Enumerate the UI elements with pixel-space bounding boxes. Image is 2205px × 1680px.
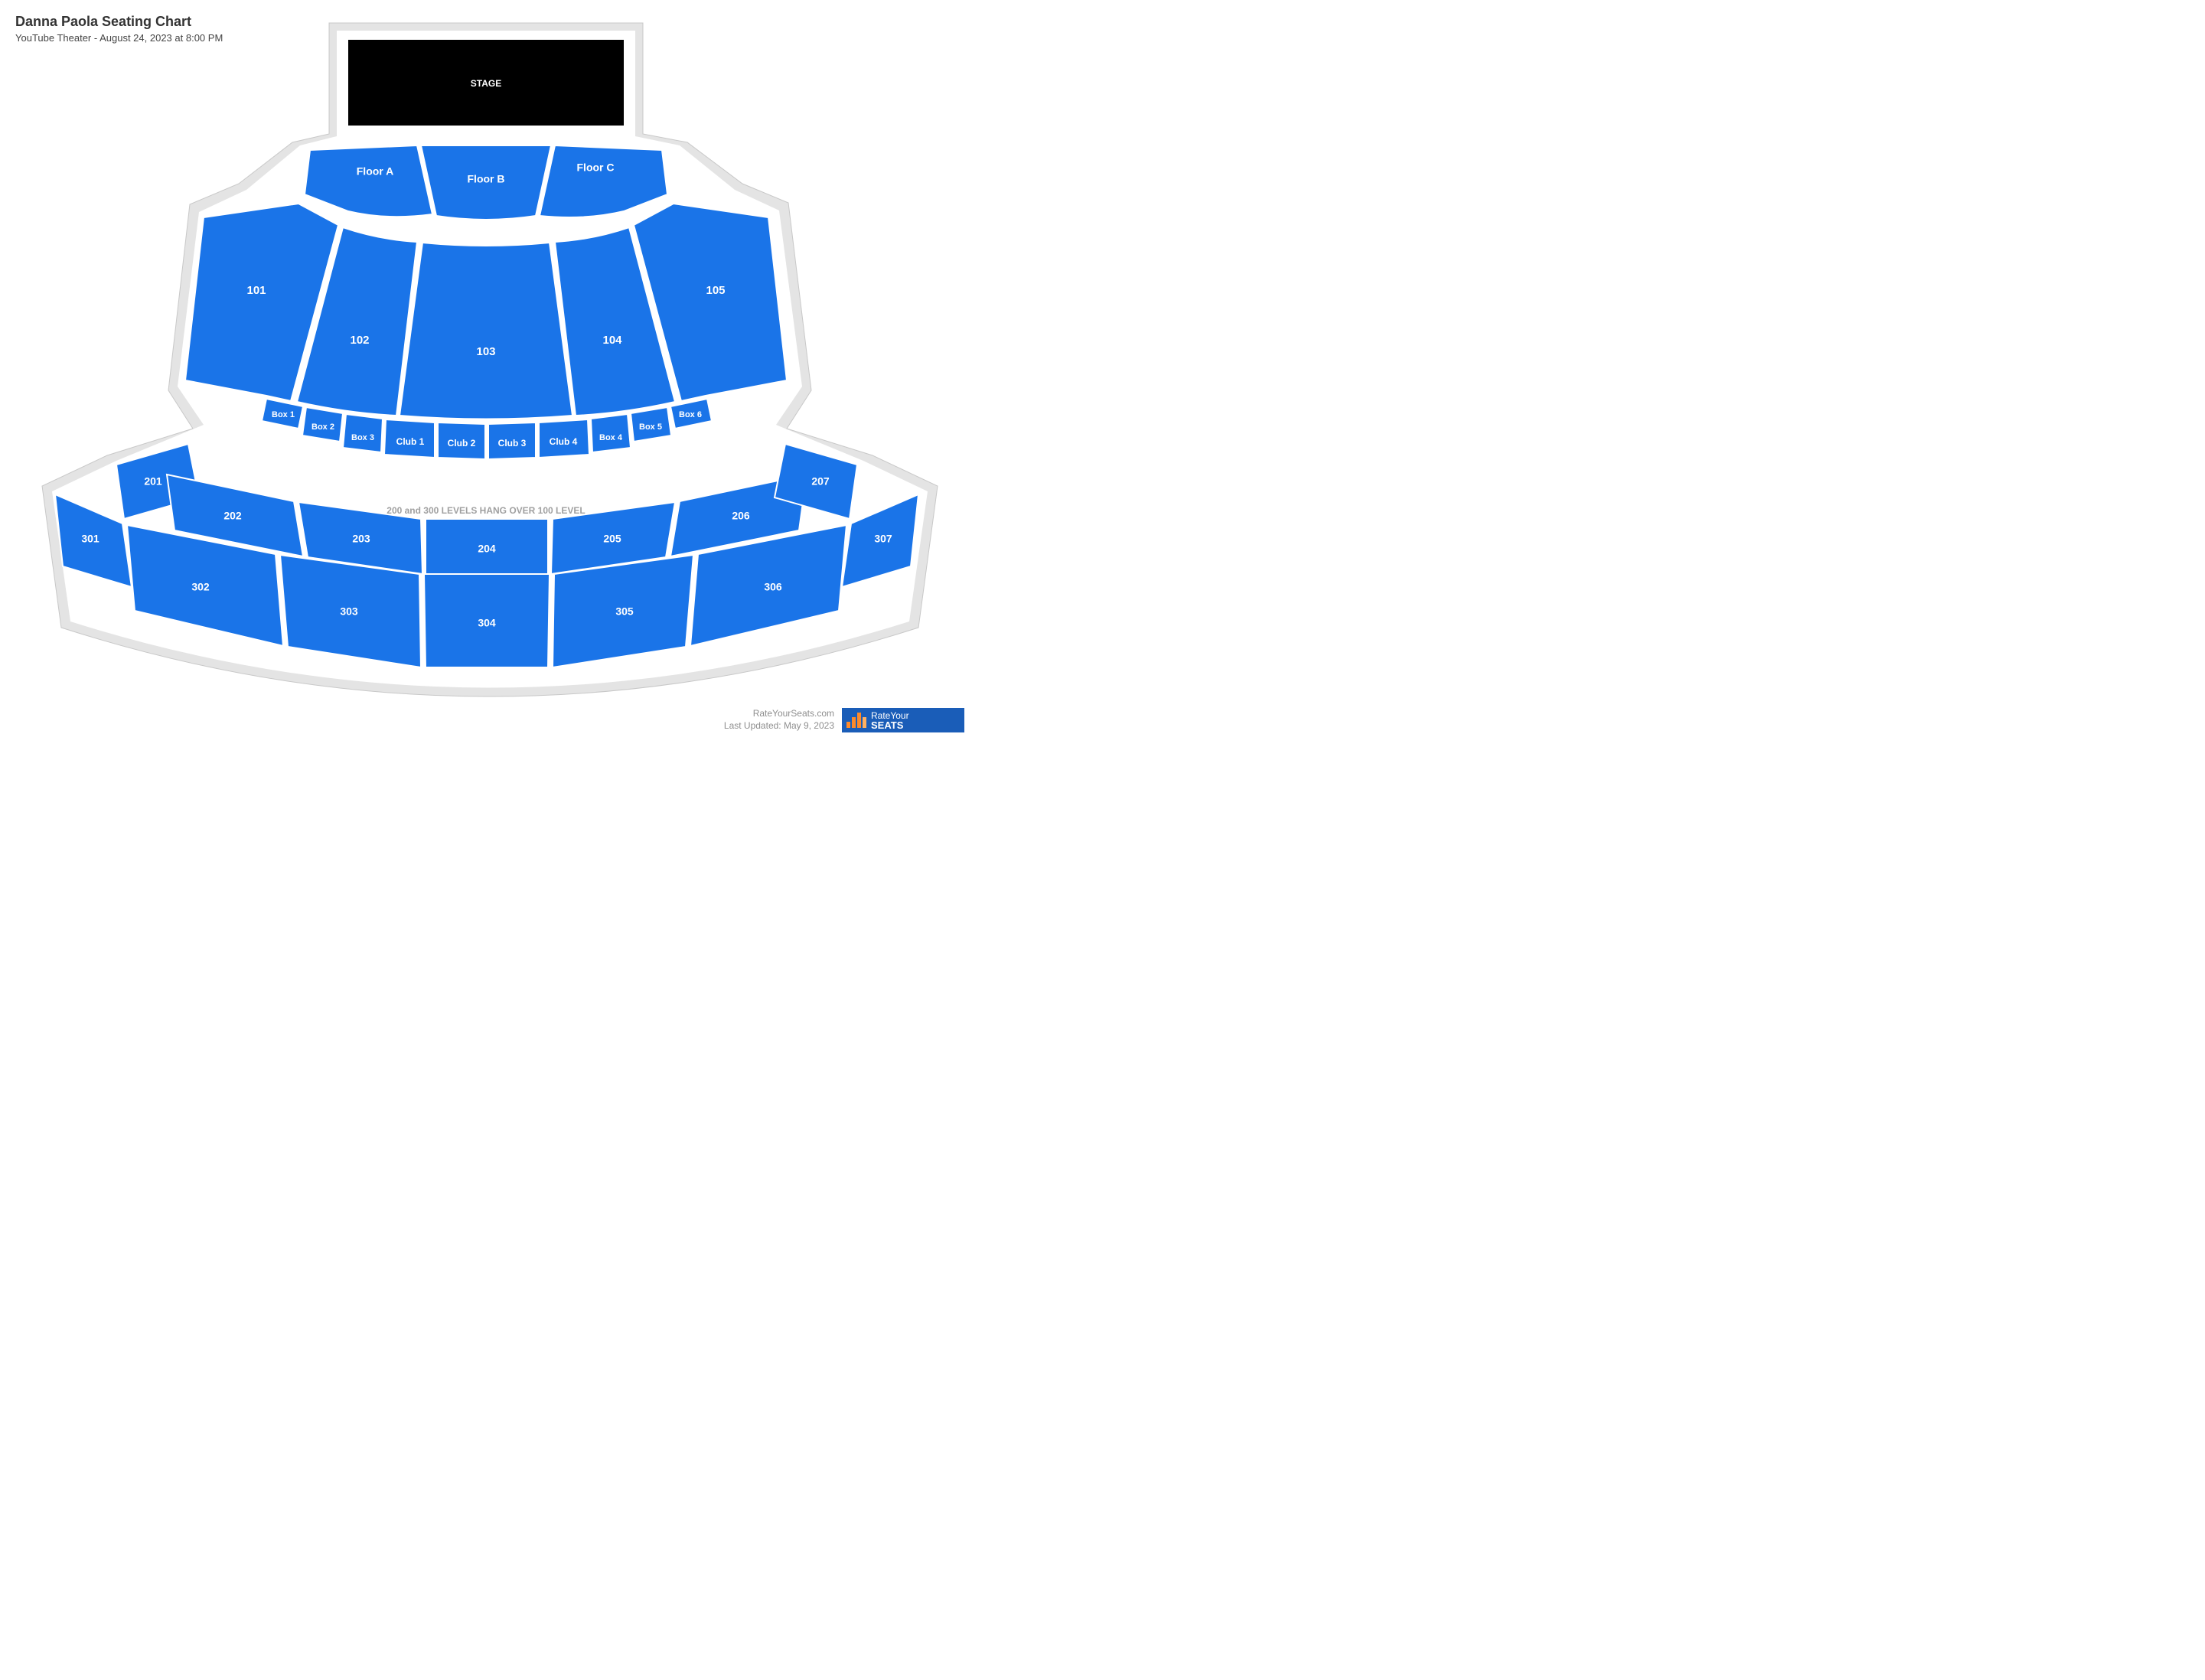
- page-title: Danna Paola Seating Chart: [15, 14, 191, 30]
- stage: [348, 40, 624, 126]
- section-103[interactable]: [400, 243, 572, 419]
- section-box-2[interactable]: [302, 407, 343, 442]
- section-box-3[interactable]: [343, 414, 383, 452]
- section-box-5[interactable]: [631, 407, 671, 442]
- section-floor-b[interactable]: [421, 145, 551, 220]
- event-subtitle: YouTube Theater - August 24, 2023 at 8:0…: [15, 32, 223, 44]
- section-204[interactable]: [426, 519, 548, 574]
- section-club-2[interactable]: [438, 422, 485, 459]
- section-box-4[interactable]: [591, 414, 631, 452]
- footer-updated: Last Updated: May 9, 2023: [724, 720, 834, 731]
- footer-source: RateYourSeats.com: [753, 708, 834, 719]
- footer-logo: RateYour SEATS: [842, 708, 964, 732]
- section-club-4[interactable]: [539, 419, 589, 458]
- seating-chart-page: Danna Paola Seating Chart YouTube Theate…: [0, 0, 980, 746]
- section-304[interactable]: [424, 574, 550, 667]
- section-club-1[interactable]: [384, 419, 435, 458]
- seating-chart-svg: STAGE Floor A Floor B Floor C 101 102 10…: [0, 0, 980, 746]
- logo-line2: SEATS: [871, 719, 903, 731]
- logo-bars-icon: [846, 713, 866, 728]
- section-club-3[interactable]: [488, 422, 536, 459]
- logo-text: RateYour SEATS: [871, 711, 909, 730]
